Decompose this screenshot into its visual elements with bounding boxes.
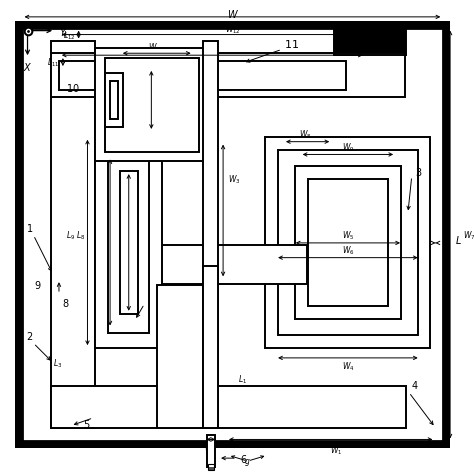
Text: $9$: $9$ xyxy=(34,278,41,290)
Bar xyxy=(308,179,388,306)
Text: $4$: $4$ xyxy=(411,378,419,391)
Bar xyxy=(95,49,209,162)
Text: $7$: $7$ xyxy=(146,291,153,303)
Text: $a$: $a$ xyxy=(152,99,158,108)
Text: $W_4$: $W_4$ xyxy=(342,360,354,372)
Bar xyxy=(278,150,418,336)
Text: $W_{12}$: $W_{12}$ xyxy=(225,23,241,36)
Text: $L_{12}$: $L_{12}$ xyxy=(63,29,75,42)
Bar xyxy=(203,266,218,428)
Text: $Z$: $Z$ xyxy=(16,24,25,36)
Text: $5$: $5$ xyxy=(83,417,90,429)
Text: $W_3$: $W_3$ xyxy=(228,173,240,186)
Text: $1$: $1$ xyxy=(26,222,33,234)
Text: $W$: $W$ xyxy=(227,8,239,20)
Text: $10$: $10$ xyxy=(66,81,80,93)
Text: $11$: $11$ xyxy=(284,39,300,50)
Bar xyxy=(157,286,211,428)
Bar xyxy=(95,138,162,348)
Bar xyxy=(295,167,401,319)
Bar xyxy=(22,29,443,442)
Bar xyxy=(334,29,406,56)
Text: $L_9$: $L_9$ xyxy=(66,229,75,242)
Bar xyxy=(209,464,214,470)
Text: $W_{11}$: $W_{11}$ xyxy=(148,41,164,53)
Text: $L_{10}$: $L_{10}$ xyxy=(135,95,148,108)
Text: $L_7$: $L_7$ xyxy=(99,229,108,242)
Bar xyxy=(207,435,215,467)
Text: $L_1$: $L_1$ xyxy=(238,373,247,385)
Bar xyxy=(105,59,199,152)
Text: $W_5$: $W_5$ xyxy=(342,229,354,242)
Text: $W_1$: $W_1$ xyxy=(330,443,342,456)
Text: $L_{11}$: $L_{11}$ xyxy=(47,57,59,69)
Bar xyxy=(203,42,218,428)
Bar xyxy=(120,172,137,314)
Text: $X$: $X$ xyxy=(23,61,32,73)
Bar xyxy=(51,42,95,428)
Text: $Y$: $Y$ xyxy=(59,26,67,38)
Text: $L_3$: $L_3$ xyxy=(54,357,63,369)
Text: $W_9$: $W_9$ xyxy=(342,141,354,154)
Bar xyxy=(51,387,406,428)
Text: $3$: $3$ xyxy=(415,166,422,178)
Text: $8$: $8$ xyxy=(62,296,70,308)
Bar xyxy=(22,29,443,442)
Text: $W_{10}$: $W_{10}$ xyxy=(204,44,220,57)
Bar xyxy=(265,138,430,348)
Text: $6$: $6$ xyxy=(240,452,247,464)
Text: $W_8$: $W_8$ xyxy=(300,129,312,141)
Bar xyxy=(108,152,149,334)
Text: $L_2$: $L_2$ xyxy=(179,377,188,389)
Text: $L$: $L$ xyxy=(455,234,461,246)
Bar xyxy=(51,54,405,98)
Text: $L_8$: $L_8$ xyxy=(76,229,85,242)
Text: $L_5$: $L_5$ xyxy=(139,268,148,281)
Text: $W_6$: $W_6$ xyxy=(342,244,354,257)
Text: $2$: $2$ xyxy=(26,329,33,342)
Text: $L_6$: $L_6$ xyxy=(132,229,141,242)
Bar xyxy=(110,81,118,120)
Text: $L_4$: $L_4$ xyxy=(125,320,135,333)
Text: $W_7$: $W_7$ xyxy=(464,229,474,242)
Text: $b$: $b$ xyxy=(107,88,113,99)
Text: $W_2$: $W_2$ xyxy=(204,443,217,456)
Bar xyxy=(105,74,123,128)
Bar xyxy=(95,245,307,285)
Text: $g$: $g$ xyxy=(245,456,251,466)
Bar xyxy=(59,62,346,90)
